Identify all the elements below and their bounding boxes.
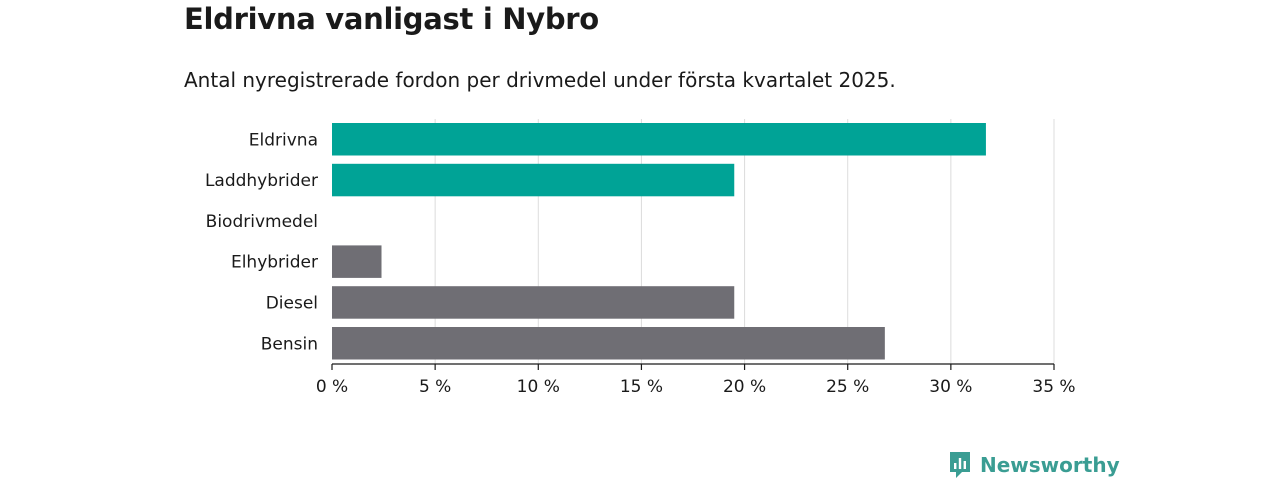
bar-elhybrider (332, 245, 382, 278)
x-tick-label-2: 10 % (517, 377, 560, 397)
category-label-eldrivna: Eldrivna (249, 130, 318, 150)
bar-bensin (332, 327, 885, 360)
bar-diesel (332, 286, 735, 319)
x-tick-label-1: 5 % (419, 377, 451, 397)
x-tick-label-0: 0 % (316, 377, 348, 397)
x-tick-label-3: 15 % (620, 377, 663, 397)
bar-laddhybrider (332, 163, 735, 197)
chart-bars (332, 123, 986, 360)
x-tick-label-5: 25 % (826, 377, 869, 397)
chart-category-labels: Eldrivna Laddhybrider Biodrivmedel Elhybrid… (205, 130, 318, 354)
chart-x-axis: 0 % 5 % 10 % 15 % 20 % 25 % 30 % 35 % (316, 363, 1076, 397)
newsworthy-logo-icon (950, 452, 970, 478)
brand-name: Newsworthy (980, 453, 1120, 477)
category-label-diesel: Diesel (266, 293, 318, 313)
category-label-biodrivmedel: Biodrivmedel (206, 212, 318, 232)
x-tick-label-6: 30 % (929, 377, 972, 397)
bar-eldrivna (332, 123, 986, 156)
chart-gridlines (434, 119, 1055, 364)
x-tick-label-7: 35 % (1032, 377, 1075, 397)
bar-chart: Eldrivna Laddhybrider Biodrivmedel Elhybrid… (205, 119, 1076, 397)
x-tick-label-4: 20 % (723, 377, 766, 397)
category-label-laddhybrider: Laddhybrider (205, 171, 318, 191)
category-label-elhybrider: Elhybrider (231, 253, 318, 273)
chart-subtitle: Antal nyregistrerade fordon per drivmede… (184, 68, 896, 92)
category-label-bensin: Bensin (261, 334, 318, 354)
brand-logo: Newsworthy (948, 450, 1120, 480)
chart-title: Eldrivna vanligast i Nybro (184, 2, 599, 36)
